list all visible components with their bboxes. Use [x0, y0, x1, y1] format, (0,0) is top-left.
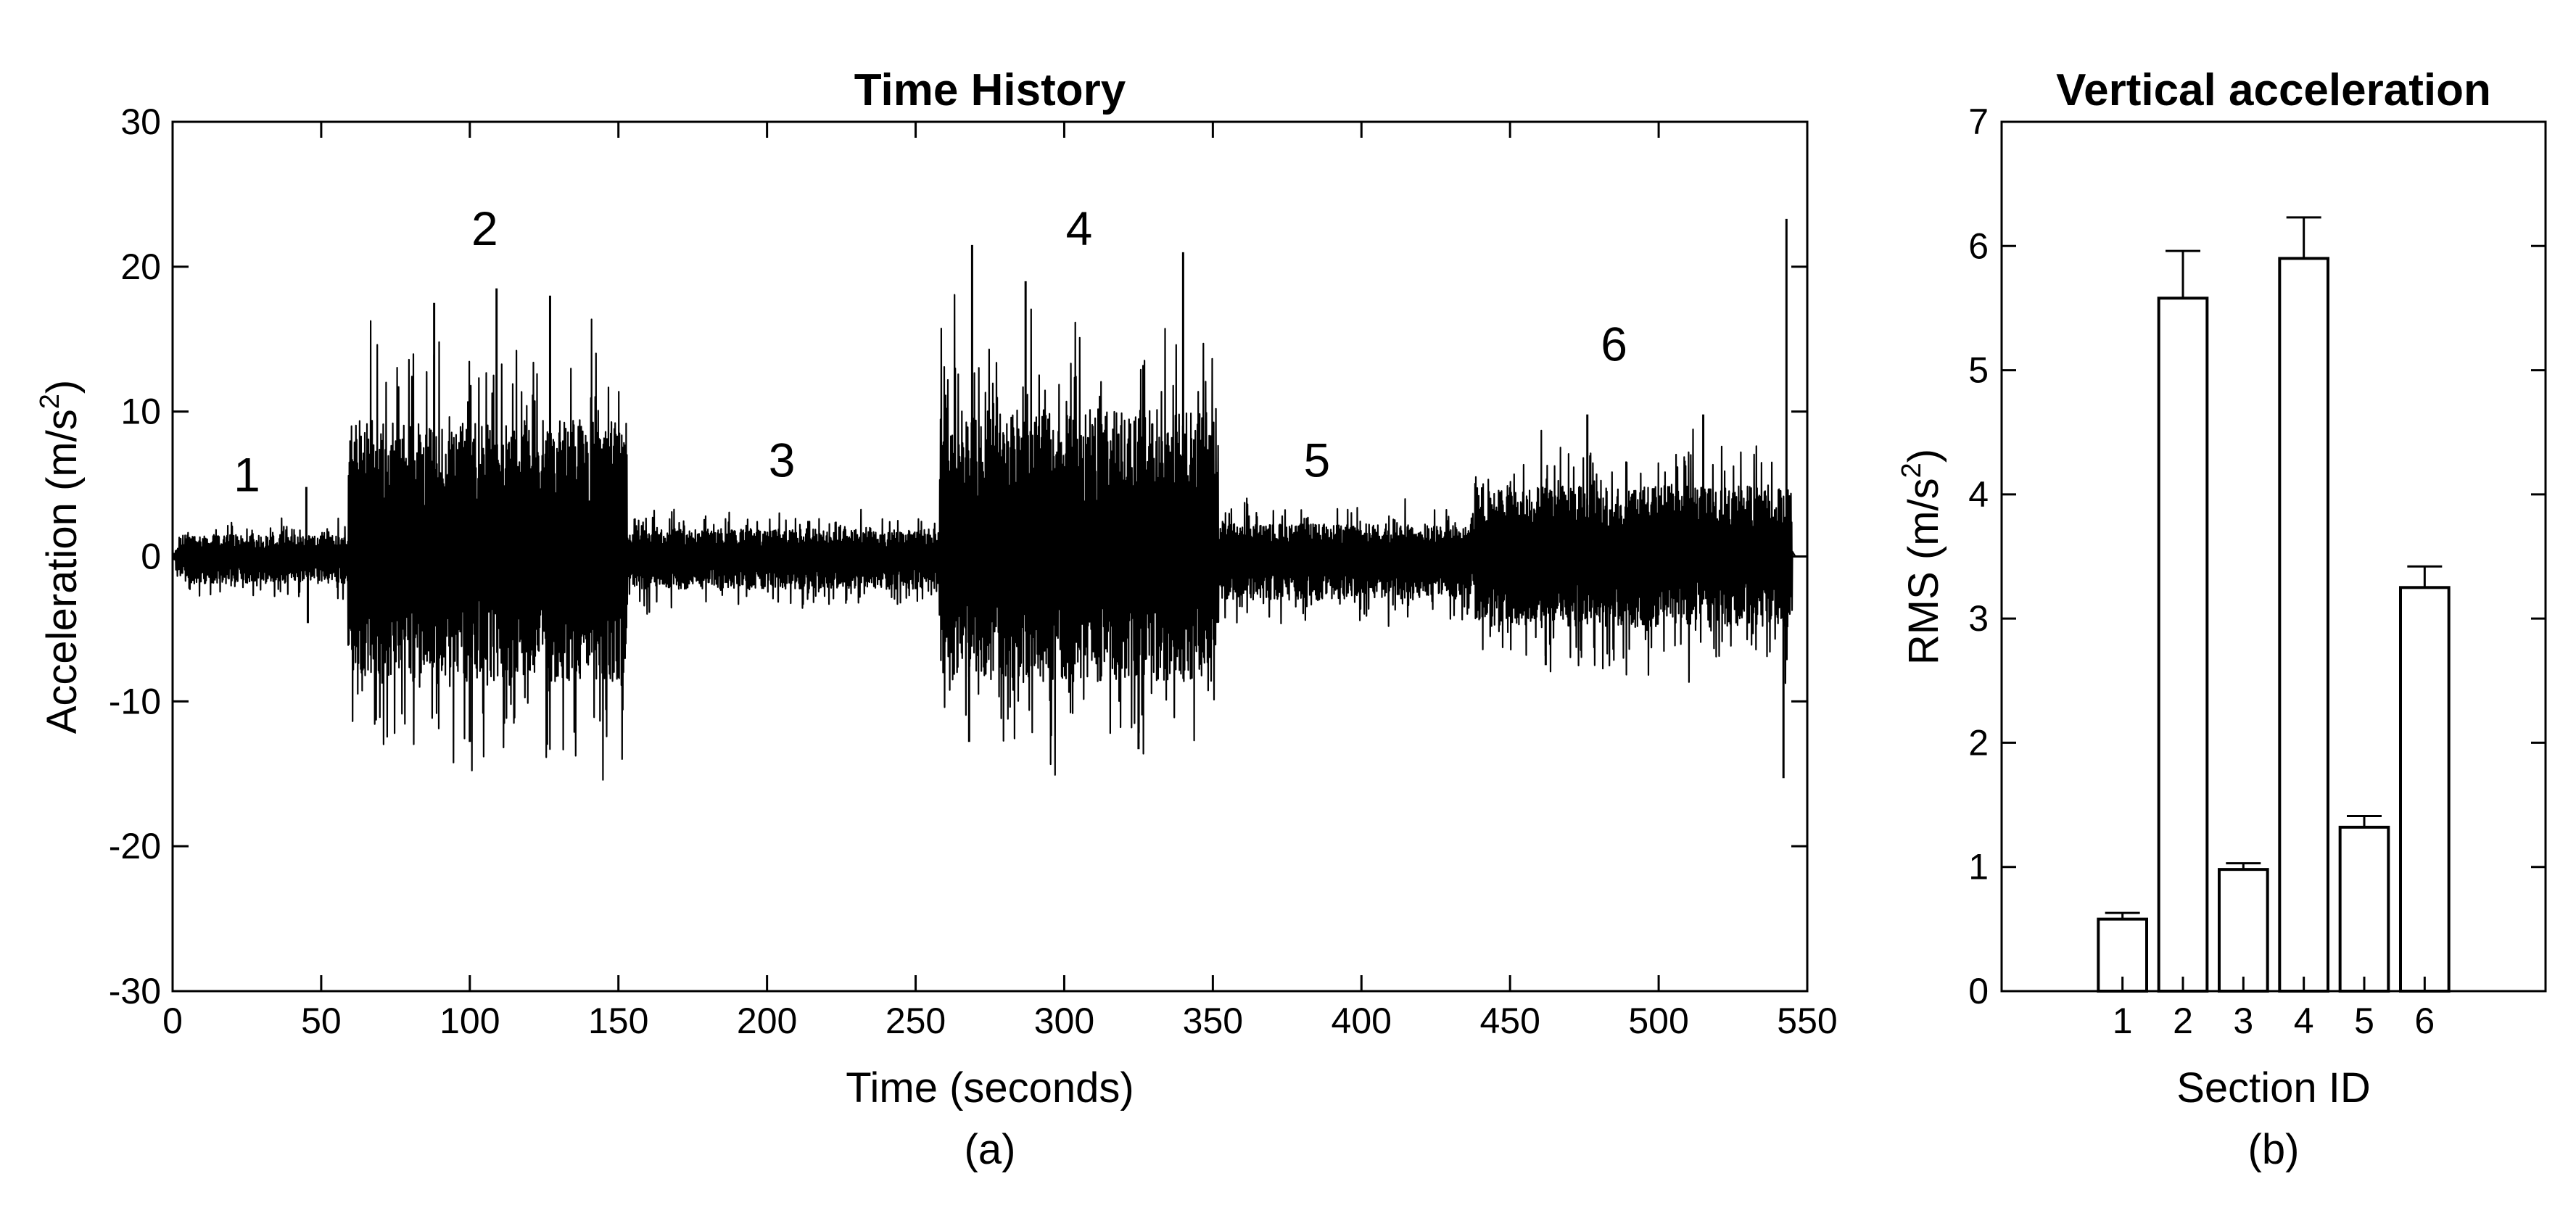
- y-tick-label: 5: [1968, 350, 1989, 391]
- time-history-axes-box: [171, 120, 1809, 993]
- rms-axes-box: [2000, 120, 2547, 993]
- y-tick-label: 3: [1968, 598, 1989, 639]
- x-tick-label: 2: [2173, 1001, 2193, 1041]
- section-labels: 1 2 3 4 5 6: [234, 202, 1627, 502]
- rms-ylabel: RMS (m/s2): [1896, 449, 1947, 665]
- time-history-title: Time History: [854, 65, 1126, 115]
- y-tick-label: 0: [141, 537, 161, 577]
- x-tick-label: 450: [1479, 1001, 1540, 1041]
- rms-ylabel-close: ): [1900, 449, 1947, 463]
- section-label: 5: [1303, 434, 1330, 487]
- y-tick-label: 4: [1968, 474, 1989, 515]
- acceleration-signal: [171, 218, 1796, 781]
- rms-bar: [2218, 868, 2269, 993]
- rms-xlabel: Section ID: [2176, 1064, 2371, 1111]
- x-tick-label: 1: [2113, 1001, 2133, 1041]
- y-tick-label: 0: [1968, 971, 1989, 1011]
- rms-ylabel-sup: 2: [1896, 463, 1927, 478]
- section-label: 4: [1066, 202, 1093, 255]
- vertical-acceleration-title: Vertical acceleration: [2056, 65, 2491, 115]
- x-tick-label: 400: [1332, 1001, 1392, 1041]
- rms-bar: [2399, 586, 2451, 993]
- rms-ticks: [2002, 120, 2546, 993]
- y-tick-label: 1: [1968, 847, 1989, 887]
- x-tick-label: 350: [1183, 1001, 1243, 1041]
- y-tick-label: 30: [120, 102, 161, 142]
- section-label: 6: [1601, 318, 1627, 371]
- panel-a: Time History 0 50 100 150 200 250 300 350 400 450…: [35, 65, 1838, 1173]
- y-tick-label: 7: [1968, 102, 1989, 142]
- x-tick-label: 500: [1628, 1001, 1688, 1041]
- time-history-ylabel: Acceleration (m/s2): [35, 380, 86, 734]
- y-tick-label: 2: [1968, 722, 1989, 763]
- y-tick-label: -10: [109, 681, 161, 721]
- y-tick-label: 6: [1968, 225, 1989, 266]
- time-history-ylabel-sup: 2: [35, 394, 65, 409]
- x-tick-label: 550: [1777, 1001, 1837, 1041]
- rms-bar: [2338, 825, 2390, 993]
- rms-bars: [2097, 216, 2451, 993]
- panel-b-label: (b): [2248, 1126, 2300, 1173]
- x-tick-label: 50: [301, 1001, 342, 1041]
- rms-ylabel-text: RMS (m/s: [1900, 478, 1947, 665]
- x-tick-label: 5: [2354, 1001, 2374, 1041]
- time-history-ylabel-close: ): [38, 380, 86, 394]
- section-label: 1: [234, 448, 260, 502]
- x-tick-label: 4: [2294, 1001, 2314, 1041]
- rms-bar: [2157, 297, 2209, 993]
- rms-bar: [2278, 257, 2329, 993]
- y-tick-label: 20: [120, 247, 161, 287]
- x-tick-label: 3: [2233, 1001, 2253, 1041]
- time-history-tick-labels: 0 50 100 150 200 250 300 350 400 450 500 550-30-20-…: [109, 102, 1838, 1041]
- y-tick-label: 10: [120, 392, 161, 432]
- section-label: 2: [471, 202, 498, 255]
- x-tick-label: 6: [2414, 1001, 2435, 1041]
- section-label: 3: [769, 434, 796, 487]
- x-tick-label: 100: [439, 1001, 500, 1041]
- time-history-ylabel-text: Acceleration (m/s: [38, 409, 86, 734]
- signal-trace: [171, 294, 1796, 781]
- x-tick-label: 300: [1034, 1001, 1094, 1041]
- y-tick-label: -20: [109, 826, 161, 866]
- x-tick-label: 150: [588, 1001, 648, 1041]
- y-tick-label: -30: [109, 971, 161, 1011]
- time-history-xlabel: Time (seconds): [846, 1064, 1134, 1111]
- x-tick-label: 200: [737, 1001, 797, 1041]
- x-tick-label: 250: [886, 1001, 946, 1041]
- x-tick-label: 0: [162, 1001, 183, 1041]
- panel-a-label: (a): [965, 1126, 1016, 1173]
